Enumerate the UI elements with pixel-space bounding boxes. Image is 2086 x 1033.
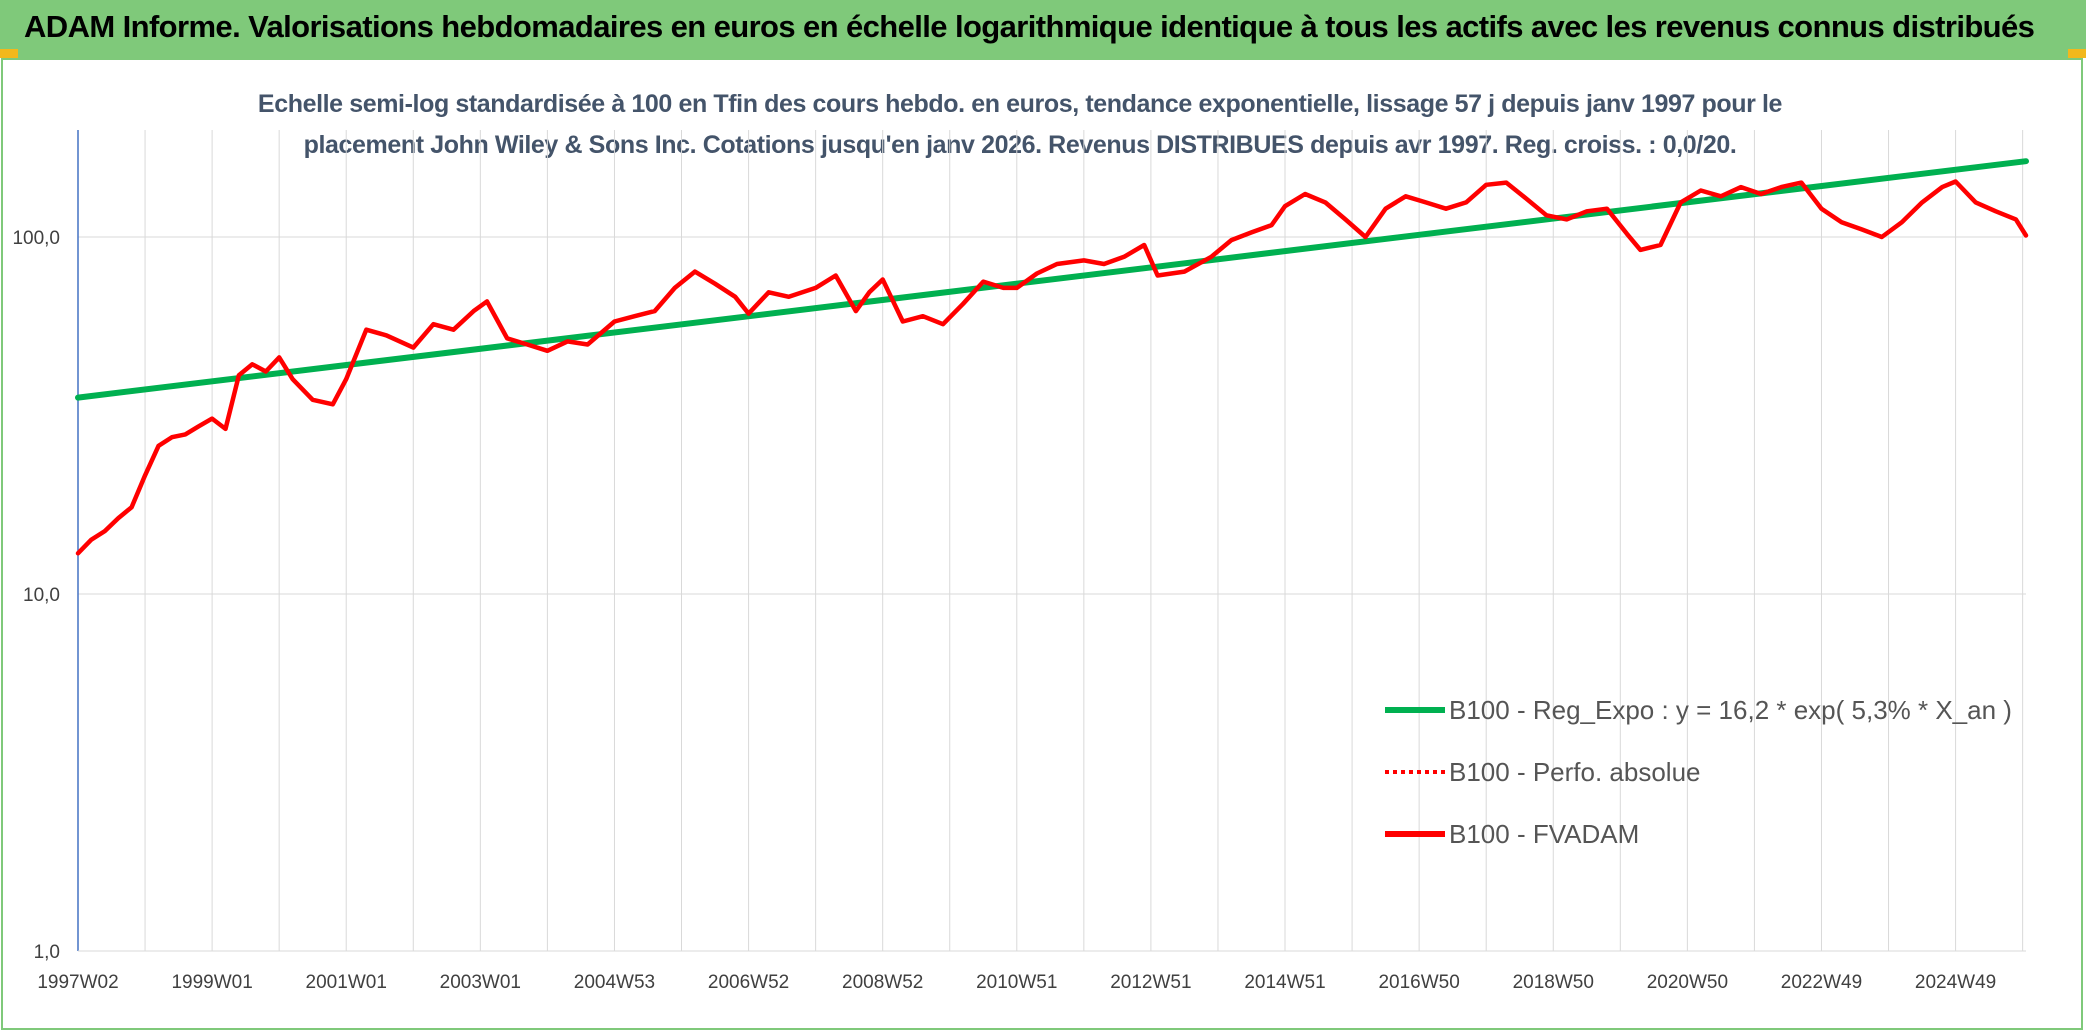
x-tick-label: 2012W51 (1110, 972, 1191, 993)
chart-area (1, 58, 2083, 1030)
x-tick-label: 2024W49 (1915, 972, 1996, 993)
x-tick-label: 2014W51 (1244, 972, 1325, 993)
regression-line (75, 158, 2029, 401)
fvadam-line (75, 179, 2029, 556)
corner-accent-left (0, 49, 18, 58)
y-tick-label: 100,0 (12, 228, 60, 249)
grid-lines (77, 130, 2026, 952)
x-tick-label: 2016W50 (1378, 972, 1459, 993)
x-axis-ticks: 1997W02 1999W01 2001W01 2003W01 2004W53 2006W… (37, 972, 1996, 993)
x-tick-label: 2001W01 (306, 972, 387, 993)
corner-accent-right (2068, 49, 2086, 58)
x-tick-label: 2010W51 (976, 972, 1057, 993)
chart-title-line-1: Echelle semi-log standardisée à 100 en T… (257, 90, 1783, 118)
y-tick-label: 10,0 (23, 585, 60, 606)
x-tick-label: 2018W50 (1513, 972, 1594, 993)
chart-title-line-2: placement John Wiley & Sons Inc. Cotatio… (303, 131, 1737, 159)
x-tick-label: 2020W50 (1647, 972, 1728, 993)
report-header: ADAM Informe. Valorisations hebdomadaire… (0, 0, 2086, 58)
legend: B100 - Reg_Expo : y = 16,2 * exp( 5,3% *… (1385, 695, 2012, 849)
y-axis-ticks: 1,0 10,0 100,0 (12, 228, 60, 963)
x-tick-label: 1999W01 (171, 972, 252, 993)
x-tick-label: 2004W53 (574, 972, 655, 993)
legend-label: B100 - Perfo. absolue (1449, 757, 1701, 787)
x-tick-label: 1997W02 (37, 972, 118, 993)
report-title: ADAM Informe. Valorisations hebdomadaire… (24, 9, 2035, 44)
y-tick-label: 1,0 (34, 942, 60, 963)
series-lines (75, 158, 2029, 556)
legend-label: B100 - FVADAM (1449, 819, 1639, 849)
x-tick-label: 2003W01 (440, 972, 521, 993)
legend-label: B100 - Reg_Expo : y = 16,2 * exp( 5,3% *… (1449, 695, 2012, 725)
x-tick-label: 2008W52 (842, 972, 923, 993)
x-tick-label: 2022W49 (1781, 972, 1862, 993)
x-tick-label: 2006W52 (708, 972, 789, 993)
